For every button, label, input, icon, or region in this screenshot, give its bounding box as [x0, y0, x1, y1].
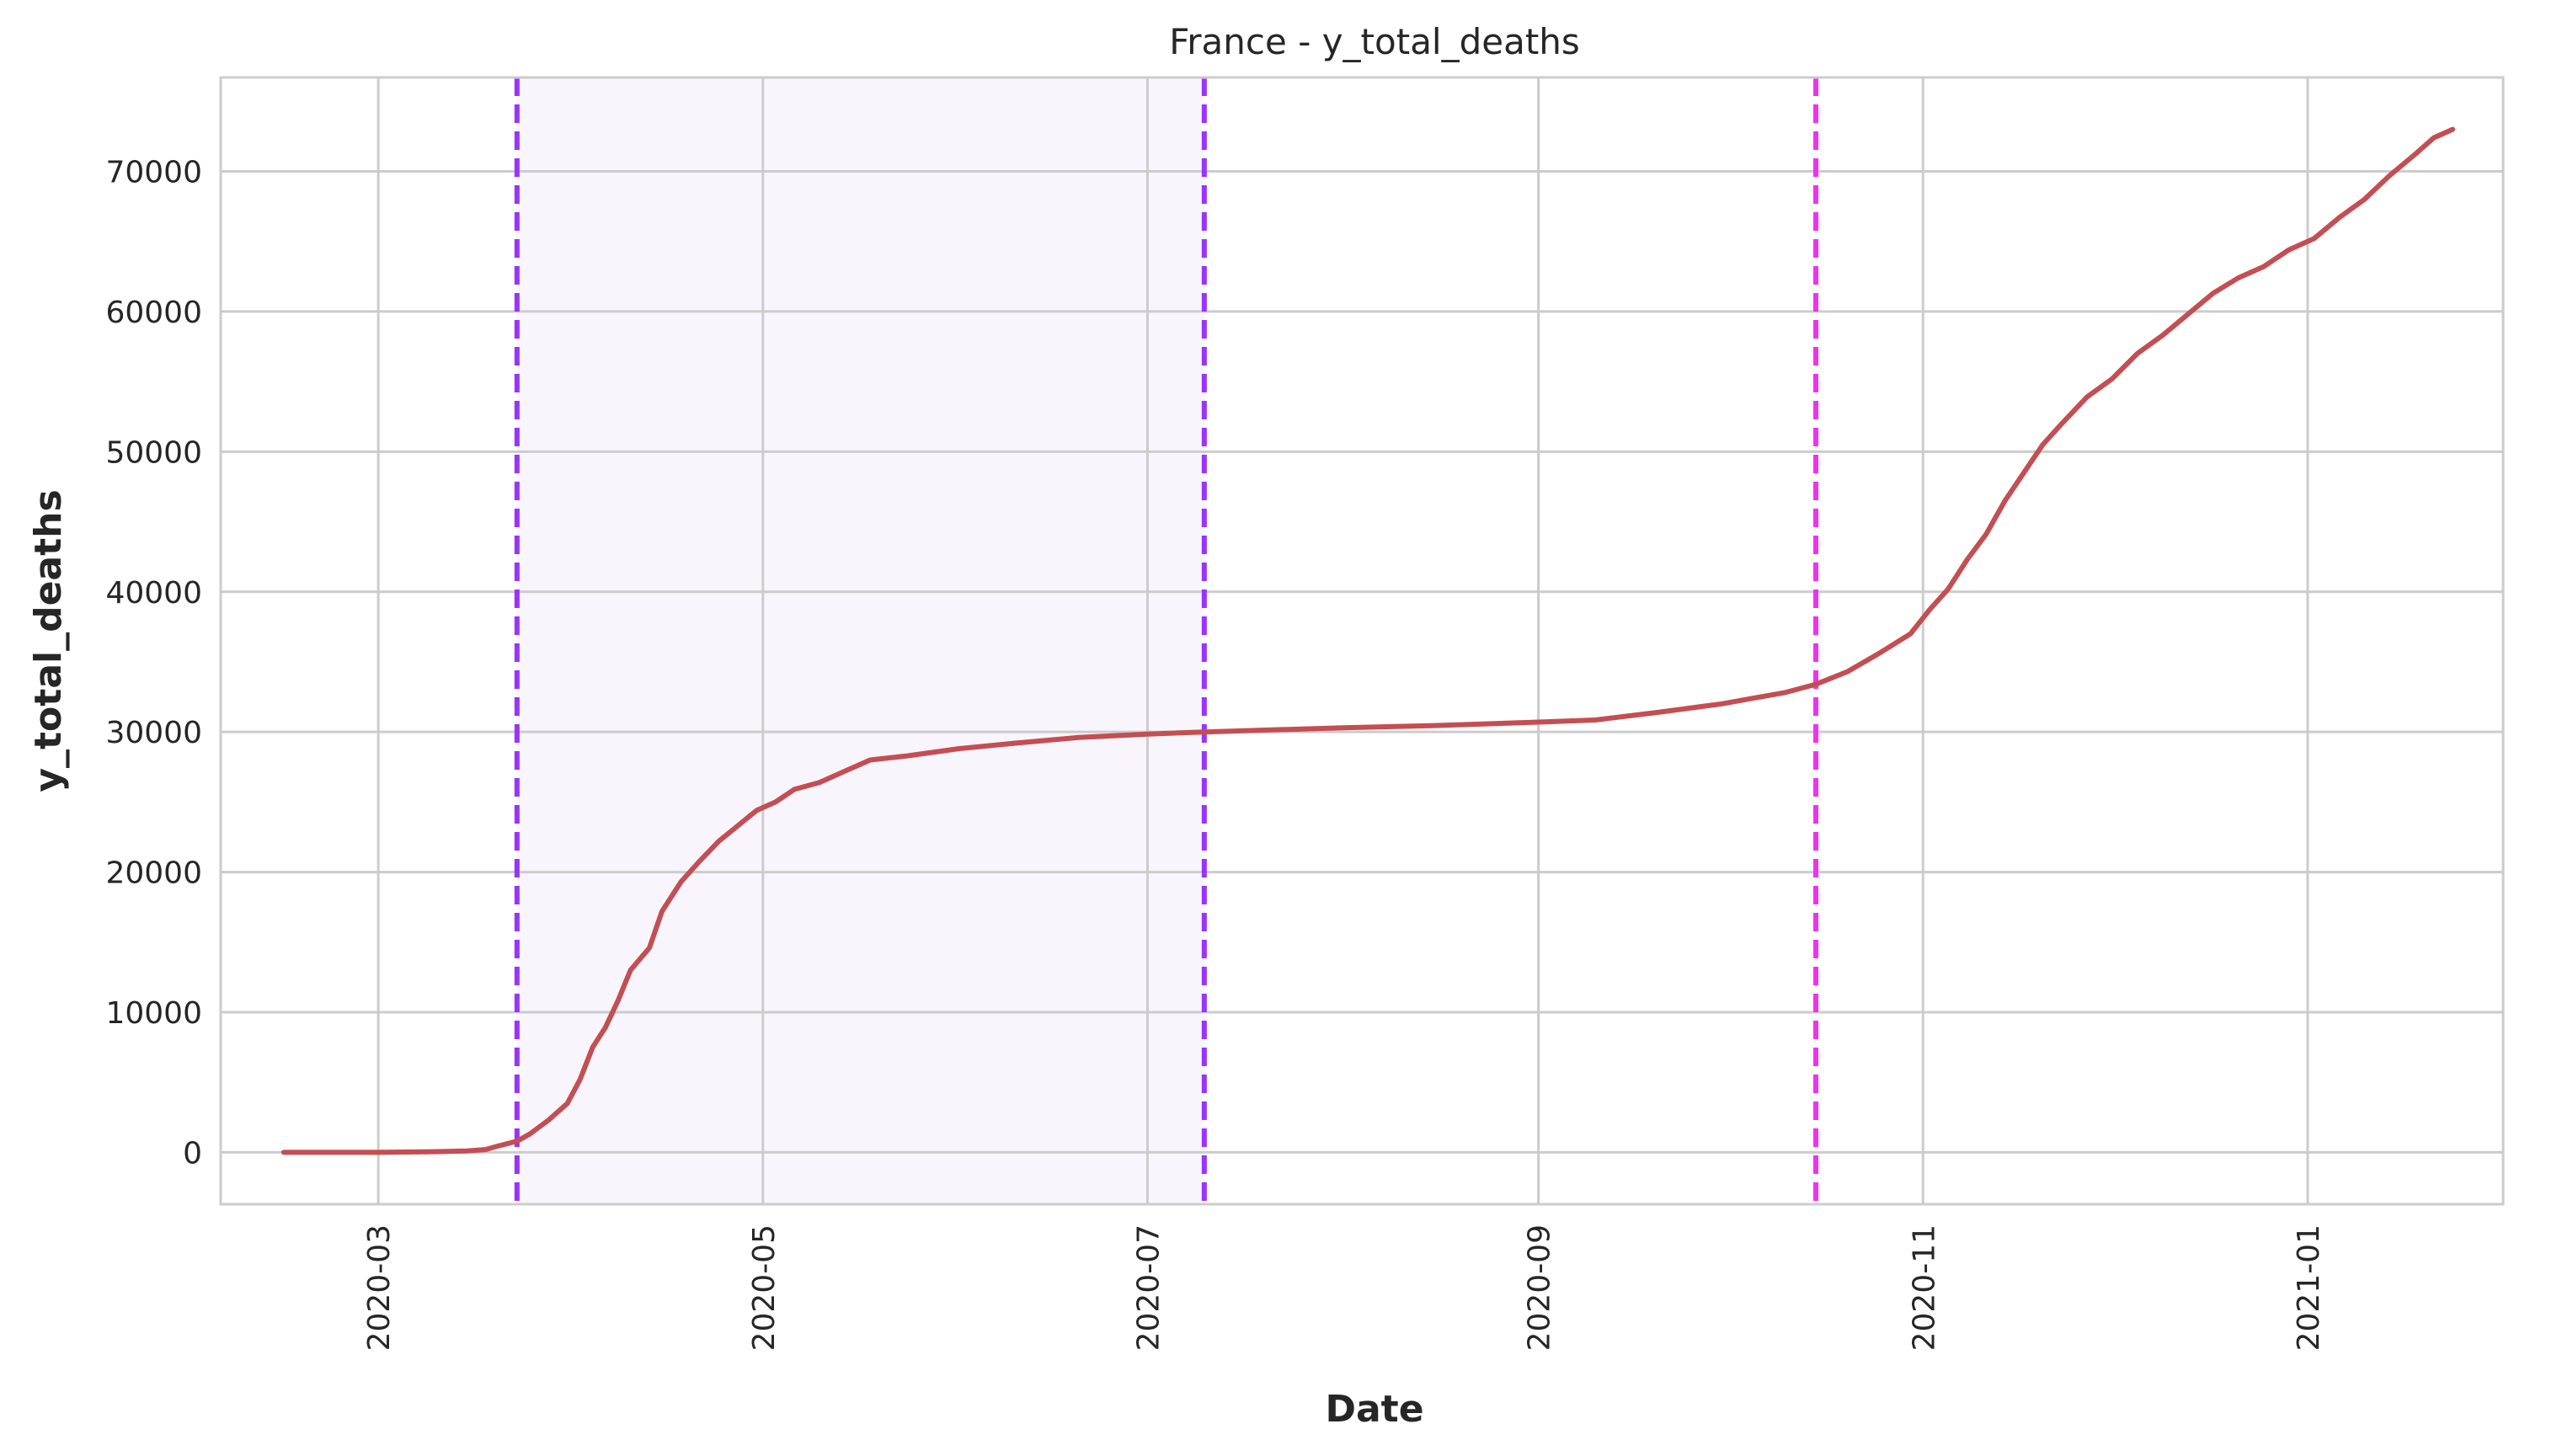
y-tick-labels: 0 10000 20000 30000 40000 50000 60000 70000: [105, 156, 202, 1171]
x-tick-label: 2020-03: [362, 1224, 397, 1351]
chart-title: France - y_total_deaths: [1169, 21, 1580, 62]
y-tick-label: 70000: [105, 156, 202, 190]
x-axis-label: Date: [1325, 1388, 1423, 1431]
x-tick-label: 2020-09: [1523, 1224, 1557, 1351]
x-tick-labels: 2020-03 2020-05 2020-07 2020-09 2020-11 2021-…: [362, 1224, 2326, 1351]
plot-frame: [219, 76, 2505, 1206]
x-tick-label: 2020-07: [1131, 1224, 1166, 1351]
y-tick-label: 10000: [105, 996, 202, 1031]
y-tick-label: 60000: [105, 296, 202, 330]
x-tick-label: 2021-01: [2292, 1224, 2326, 1351]
x-tick-label: 2020-05: [747, 1224, 782, 1351]
y-axis-label: y_total_deaths: [27, 489, 70, 792]
y-tick-label: 40000: [105, 576, 202, 611]
series-line-y_total_deaths: [280, 126, 2456, 1155]
plot-area: [219, 76, 2505, 1206]
x-tick-label: 2020-11: [1907, 1224, 1941, 1351]
grid: [221, 77, 2503, 1204]
y-tick-label: 30000: [105, 716, 202, 750]
y-tick-label: 0: [183, 1136, 202, 1171]
y-tick-label: 50000: [105, 435, 202, 470]
series: [280, 126, 2456, 1155]
lockdown-shaded-region: [516, 77, 1204, 1204]
y-tick-label: 20000: [105, 856, 202, 891]
